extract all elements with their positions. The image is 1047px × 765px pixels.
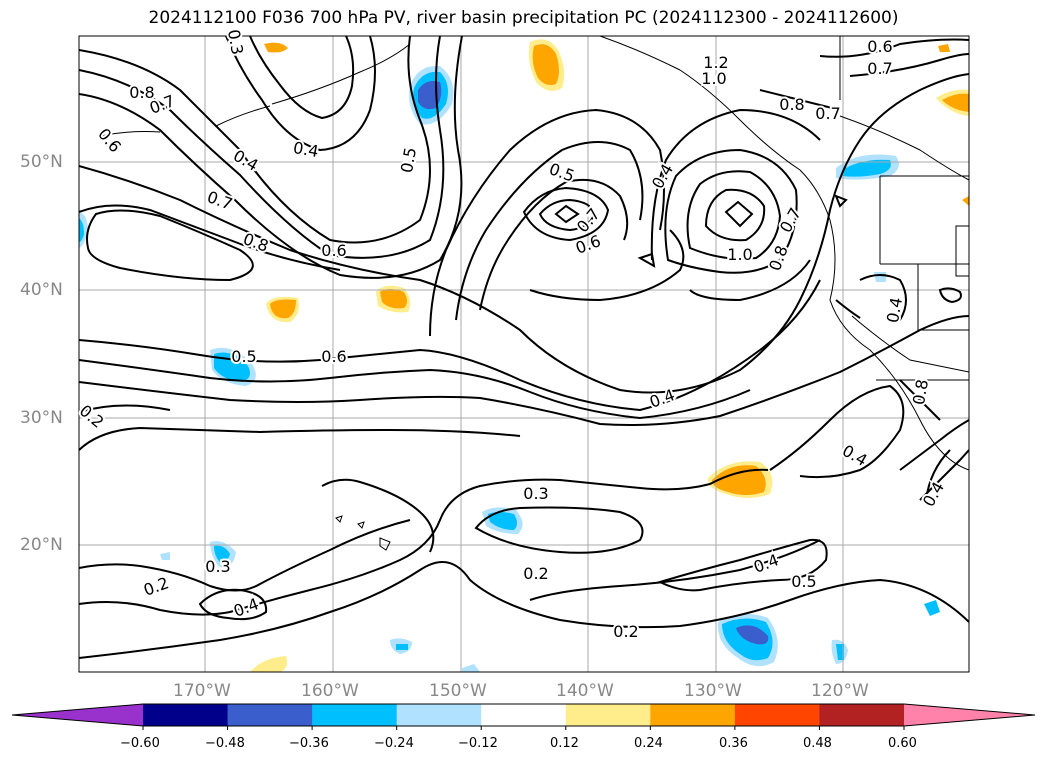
colorbar xyxy=(11,703,1036,730)
contour-label: 0.3 xyxy=(523,484,548,503)
contour-label: 0.6 xyxy=(867,37,892,56)
map-frame xyxy=(78,35,970,673)
precip-positive-blob xyxy=(532,44,559,86)
colorbar-right-extension xyxy=(904,704,1035,726)
contour-label: 0.3 xyxy=(224,28,247,56)
contour-label: 0.7 xyxy=(867,59,892,78)
contour-label: 1.2 xyxy=(703,53,728,72)
colorbar-tick-label: −0.12 xyxy=(458,736,498,751)
contour-label: 0.6 xyxy=(321,347,346,366)
precip-negative-blob xyxy=(160,552,170,560)
lat-label-40n: 40°N xyxy=(20,280,63,300)
colorbar-ticks xyxy=(142,726,905,730)
precip-negative-blob xyxy=(462,664,480,672)
precip-positive-blob xyxy=(712,465,766,495)
precip-positive-blob xyxy=(380,289,407,309)
precip-negative-blob xyxy=(488,512,517,530)
precip-negative-blob xyxy=(79,218,84,242)
precip-negative-blob xyxy=(836,644,844,660)
contour-label: 0.5 xyxy=(791,572,816,591)
colorbar-segment xyxy=(565,704,651,726)
colorbar-segment xyxy=(143,704,229,726)
colorbar-segment xyxy=(734,704,820,726)
colorbar-left-extension xyxy=(12,704,143,726)
precip-negative-blob xyxy=(924,600,940,616)
contour-label: 0.5 xyxy=(231,347,256,366)
contour-label: 0.2 xyxy=(613,622,638,641)
map-title: 2024112100 F036 700 hPa PV, river basin … xyxy=(148,8,899,28)
lat-label-50n: 50°N xyxy=(20,152,63,172)
colorbar-boxes xyxy=(143,704,905,726)
lon-label-150w: 150°W xyxy=(429,681,487,701)
precip-negative-blob xyxy=(396,644,408,650)
colorbar-tick-label: −0.36 xyxy=(289,736,329,751)
colorbar-tick-label: 0.36 xyxy=(719,736,748,751)
precip-positive-blob xyxy=(942,93,969,112)
contour-label: 0.2 xyxy=(523,564,548,583)
lon-label-160w: 160°W xyxy=(301,681,359,701)
pv-contours xyxy=(79,36,969,659)
precip-positive-blob xyxy=(962,196,969,206)
colorbar-tick-label: 0.48 xyxy=(803,736,832,751)
precip-negative-blob xyxy=(214,545,230,562)
contour-label: 0.6 xyxy=(321,241,346,260)
precip-positive-blob xyxy=(264,42,288,53)
colorbar-segment xyxy=(481,704,567,726)
colorbar-segment xyxy=(819,704,905,726)
colorbar-segment xyxy=(312,704,398,726)
lon-label-140w: 140°W xyxy=(556,681,614,701)
colorbar-tick-label: 0.60 xyxy=(888,736,917,751)
contour-label: 0.5 xyxy=(397,146,420,174)
colorbar-tick-label: 0.24 xyxy=(634,736,663,751)
lat-label-20n: 20°N xyxy=(20,535,63,555)
contour-label: 0.8 xyxy=(129,83,154,102)
colorbar-tick-label: −0.24 xyxy=(374,736,414,751)
colorbar-tick-label: 0.12 xyxy=(550,736,579,751)
precip-shading xyxy=(79,39,969,672)
contour-label: 0.8 xyxy=(909,378,932,406)
precip-negative-blob xyxy=(874,272,886,282)
colorbar-segment xyxy=(650,704,736,726)
contour-label: 0.7 xyxy=(815,104,840,123)
precip-positive-blob xyxy=(270,299,296,319)
precip-positive-blob xyxy=(250,656,288,672)
contour-label: 0.3 xyxy=(205,557,230,576)
colorbar-segment xyxy=(396,704,482,726)
lon-label-120w: 120°W xyxy=(811,681,869,701)
colorbar-tick-label: −0.60 xyxy=(120,736,160,751)
lat-label-30n: 30°N xyxy=(20,408,63,428)
contour-label: 0.4 xyxy=(292,138,320,161)
colorbar-segment xyxy=(227,704,313,726)
lon-label-130w: 130°W xyxy=(684,681,742,701)
colorbar-tick-label: −0.48 xyxy=(205,736,245,751)
precip-negative-blob xyxy=(842,159,891,177)
contour-label: 0.8 xyxy=(779,95,804,114)
precip-positive-blob xyxy=(938,44,950,52)
contour-label: 1.0 xyxy=(701,69,726,88)
precip-negative-blob xyxy=(736,625,769,645)
contour-label: 1.0 xyxy=(727,245,752,264)
lon-label-170w: 170°W xyxy=(173,681,231,701)
